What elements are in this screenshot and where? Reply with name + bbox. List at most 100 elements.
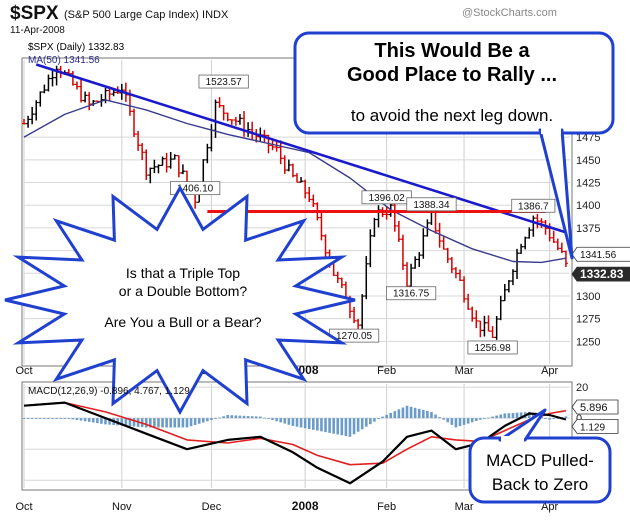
macd-histogram-bar xyxy=(222,416,225,419)
macd-histogram-bar xyxy=(430,411,433,419)
price-annotation-box xyxy=(361,190,412,205)
macd-histogram-bar xyxy=(91,418,95,423)
macd-histogram-bar xyxy=(316,418,319,431)
downtrend-line xyxy=(35,63,567,234)
macd-histogram-bar xyxy=(124,418,128,426)
y-tick-label-macd: 20 xyxy=(576,382,588,394)
macd-hist-badge-bg xyxy=(571,418,619,434)
exchange: INDX xyxy=(202,9,229,21)
macd-histogram-bar xyxy=(336,418,340,435)
rally-callout-box xyxy=(293,31,615,135)
macd-histogram-bar xyxy=(75,418,79,421)
y-tick-label: 1475 xyxy=(576,132,600,144)
macd-histogram-bar xyxy=(55,418,58,419)
macd-histogram-bar xyxy=(59,418,62,419)
macd-histogram-bar xyxy=(246,416,250,419)
macd-value-badge: 5.896 xyxy=(580,402,608,414)
x-tick-label-macd: Oct xyxy=(15,501,32,513)
macd-histogram-bar xyxy=(491,416,494,419)
macd-histogram-bar xyxy=(487,417,490,419)
macd-histogram-bar xyxy=(532,413,535,419)
macd-histogram-bar xyxy=(356,418,360,432)
macd-histogram-bar xyxy=(332,418,335,434)
macd-hist-badge: 1.129 xyxy=(580,422,605,433)
ticker-symbol: $SPX xyxy=(10,3,59,24)
macd-histogram-bar xyxy=(185,418,189,428)
macd-histogram-bar xyxy=(250,416,254,419)
macd-histogram-bar xyxy=(552,418,556,419)
macd-histogram-bar xyxy=(181,418,185,428)
macd-histogram-bar xyxy=(352,418,356,435)
macd-value-badge-bg xyxy=(571,399,619,415)
y-tick-label: 1450 xyxy=(576,155,600,167)
macd-histogram-bar xyxy=(303,418,307,429)
macd-histogram-bar xyxy=(373,418,376,422)
macd-signal-line xyxy=(23,401,567,466)
macd-histogram-bar xyxy=(442,418,445,420)
macd-histogram-bar xyxy=(79,418,83,421)
macd-histogram-bar xyxy=(210,418,213,421)
macd-histogram-bar xyxy=(38,418,42,419)
macd-histogram-bar xyxy=(100,418,103,424)
x-tick-label: Feb xyxy=(377,365,396,377)
macd-histogram-bar xyxy=(556,418,560,419)
macd-histogram-bar xyxy=(544,418,547,419)
macd-histogram-bar xyxy=(193,418,197,425)
price-annotation: 1396.02 xyxy=(369,193,406,204)
ma-value-badge-bg xyxy=(571,246,630,262)
starburst-line2: or a Double Bottom? xyxy=(119,283,248,299)
macd-histogram-bar xyxy=(466,418,470,424)
macd-histogram-bar xyxy=(71,418,75,420)
price-annotation-box xyxy=(467,340,518,355)
macd-histogram-bar xyxy=(161,418,164,428)
macd-histogram-bar xyxy=(446,418,450,423)
x-tick-label: Apr xyxy=(541,365,558,377)
macd-histogram-bar xyxy=(507,413,511,419)
macd-histogram-bar xyxy=(503,413,507,419)
macd-histogram-bar xyxy=(153,418,156,428)
macd-histogram-bar xyxy=(401,407,405,419)
starburst-line1: Is that a Triple Top xyxy=(126,265,240,281)
price-annotation-box xyxy=(198,74,249,89)
macd-histogram-bar xyxy=(108,418,111,425)
y-tick-label: 1275 xyxy=(576,314,600,326)
x-tick-label-macd: Mar xyxy=(455,501,474,513)
macd-histogram-bar xyxy=(344,418,348,436)
macd-histogram-bar xyxy=(63,418,67,419)
macd-histogram-bar xyxy=(173,418,177,428)
macd-histogram-bar xyxy=(515,412,519,419)
price-annotation: 1316.75 xyxy=(393,289,430,300)
macd-histogram-bar xyxy=(340,418,344,436)
macd-histogram-bar xyxy=(413,407,417,419)
macd-histogram-bar xyxy=(458,418,462,427)
macd-histogram-bar xyxy=(169,418,172,428)
question-starburst xyxy=(4,184,356,416)
x-tick-label-macd: Nov xyxy=(112,501,132,513)
macd-histogram-bar xyxy=(499,414,503,419)
macd-histogram-bar xyxy=(165,418,168,428)
macd-histogram-bar xyxy=(483,418,486,419)
macd-histogram-bar xyxy=(149,418,152,428)
macd-histogram-bar xyxy=(311,418,315,430)
macd-histogram-bar xyxy=(393,411,397,419)
price-annotation-box xyxy=(406,197,457,212)
macd-histogram-bar xyxy=(519,412,523,419)
macd-histogram-bar xyxy=(295,418,299,427)
ma50-line xyxy=(23,99,567,264)
macd-histogram-bar xyxy=(201,418,205,423)
macd-histogram-bar xyxy=(434,414,437,419)
macd-histogram-bar xyxy=(369,418,372,425)
price-annotation: 1388.34 xyxy=(413,200,450,211)
macd-histogram-bar xyxy=(360,418,364,430)
macd-histogram-bar xyxy=(238,415,242,419)
price-annotation: 1256.98 xyxy=(475,343,512,354)
rally-title-line1: This Would Be a xyxy=(374,40,530,62)
y-tick-label: 1375 xyxy=(576,223,600,235)
price-annotation-box xyxy=(385,286,437,301)
macd-histogram-bar xyxy=(511,412,515,419)
macd-histogram-bar xyxy=(450,418,454,425)
last-price-badge-bg xyxy=(571,266,630,282)
macd-histogram-bar xyxy=(26,418,30,419)
macd-histogram-bar xyxy=(320,418,323,432)
